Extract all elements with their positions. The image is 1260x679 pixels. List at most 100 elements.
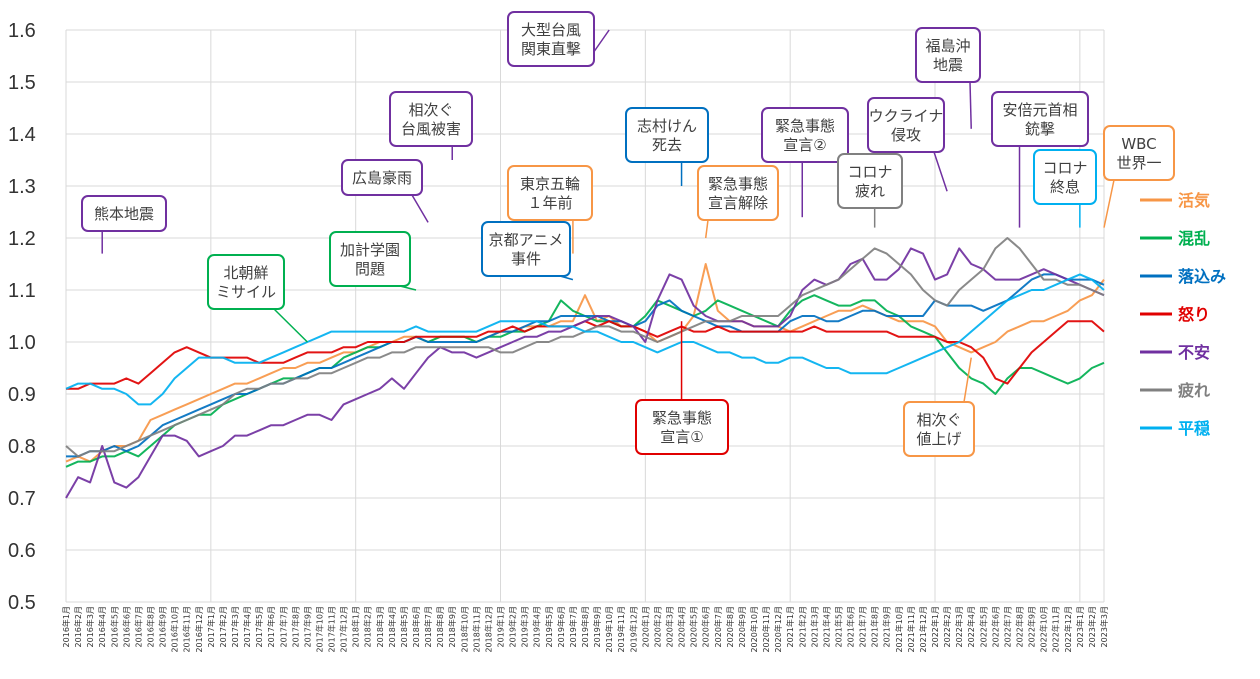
callout-label: 大型台風 (521, 21, 581, 39)
callout-box (915, 27, 981, 83)
x-tick-label: 2017年4月 (242, 606, 252, 647)
legend-entry: 不安 (1140, 343, 1210, 362)
callout-label: 侵攻 (891, 126, 921, 144)
y-tick-label: 1.5 (8, 72, 36, 94)
x-tick-label: 2016年10月 (170, 606, 180, 653)
x-tick-label: 2022年1月 (930, 606, 940, 647)
x-tick-label: 2019年1月 (496, 606, 506, 647)
legend-entry: 怒り (1140, 305, 1210, 324)
legend-label: 疲れ (1178, 381, 1210, 400)
x-tick-label: 2017年12月 (339, 606, 349, 653)
x-tick-label: 2018年4月 (387, 606, 397, 647)
x-tick-label: 2022年3月 (954, 606, 964, 647)
y-axis-tick-labels: 0.5 0.6 0.7 0.8 0.9 1.0 1.1 1.2 1.3 1.4 1.5 1.6 (8, 20, 36, 614)
x-tick-label: 2020年11月 (761, 606, 771, 653)
callout-label: 相次ぐ (408, 101, 453, 119)
x-tick-label: 2017年7月 (278, 606, 288, 647)
x-tick-label: 2022年6月 (990, 606, 1000, 647)
x-tick-label: 2019年3月 (520, 606, 530, 647)
x-tick-label: 2019年8月 (580, 606, 590, 647)
callout-box (991, 91, 1089, 147)
x-tick-label: 2020年4月 (677, 606, 687, 647)
callout-box (507, 165, 593, 221)
callout-label: コロナ (847, 163, 892, 181)
x-tick-label: 2018年6月 (411, 606, 421, 647)
callout-box (1103, 125, 1175, 181)
x-tick-label: 2022年5月 (978, 606, 988, 647)
x-tick-label: 2019年12月 (628, 606, 638, 653)
x-tick-label: 2017年9月 (302, 606, 312, 647)
callout-label: 志村けん (637, 117, 697, 135)
x-tick-label: 2016年1月 (61, 606, 71, 647)
callout-label: 世界一 (1116, 154, 1161, 172)
y-tick-label: 0.9 (8, 384, 36, 406)
x-tick-label: 2020年12月 (773, 606, 783, 653)
x-tick-label: 2020年2月 (652, 606, 662, 647)
x-tick-label: 2016年4月 (97, 606, 107, 647)
legend-entry: 混乱 (1140, 229, 1210, 248)
series-line-1 (65, 263, 1105, 463)
x-tick-label: 2016年2月 (73, 606, 83, 647)
x-tick-label: 2023年2月 (1087, 606, 1097, 647)
callout-label: ウクライナ (869, 107, 944, 125)
callout-label: 加計学園 (340, 241, 400, 259)
callout-pointer (933, 151, 948, 192)
x-tick-label: 2022年12月 (1063, 606, 1073, 653)
legend-label: 平穏 (1178, 419, 1210, 438)
callout-label: 宣言解除 (708, 194, 768, 212)
callout-label: 京都アニメ (489, 231, 564, 249)
callout-label: 終息 (1050, 178, 1080, 196)
callout-label: 熊本地震 (94, 205, 154, 223)
x-tick-label: 2016年3月 (85, 606, 95, 647)
callout-label: 値上げ (916, 430, 961, 448)
x-tick-label: 2018年3月 (375, 606, 385, 647)
y-tick-label: 1.0 (8, 332, 36, 354)
callout-pointer (1103, 179, 1115, 228)
callout-label: 福島沖 (925, 37, 970, 55)
callout-label: 疲れ (855, 182, 885, 200)
x-tick-label: 2022年2月 (942, 606, 952, 647)
x-tick-label: 2021年5月 (833, 606, 843, 647)
x-tick-label: 2018年7月 (423, 606, 433, 647)
legend-entry: 活気 (1140, 191, 1210, 210)
callout-pointer (969, 81, 972, 129)
callout-pointer (963, 357, 972, 403)
x-tick-label: 2023年3月 (1099, 606, 1109, 647)
y-tick-label: 1.6 (8, 20, 36, 42)
x-tick-label: 2017年6月 (266, 606, 276, 647)
event-callout: 広島豪雨 (341, 159, 429, 223)
x-tick-label: 2020年9月 (737, 606, 747, 647)
legend-label: 怒り (1178, 305, 1210, 324)
callout-pointer (273, 308, 308, 343)
callout-label: 事件 (511, 250, 541, 268)
x-tick-label: 2022年11月 (1051, 606, 1061, 653)
callout-box (507, 11, 595, 67)
x-tick-label: 2020年7月 (713, 606, 723, 647)
callout-label: 緊急事態 (652, 409, 712, 427)
y-tick-label: 1.2 (8, 228, 36, 250)
legend-entry: 平穏 (1140, 419, 1210, 438)
x-tick-label: 2017年1月 (206, 606, 216, 647)
x-tick-label: 2017年5月 (254, 606, 264, 647)
x-tick-label: 2016年8月 (145, 606, 155, 647)
callout-box (341, 159, 423, 196)
x-tick-label: 2016年5月 (109, 606, 119, 647)
x-tick-label: 2017年3月 (230, 606, 240, 647)
callout-label: 北朝鮮 (223, 264, 268, 282)
callout-label: 緊急事態 (775, 117, 835, 135)
legend-label: 不安 (1178, 343, 1210, 362)
x-tick-label: 2022年7月 (1002, 606, 1012, 647)
x-tick-label: 2023年1月 (1075, 606, 1085, 647)
callout-box (635, 399, 729, 455)
